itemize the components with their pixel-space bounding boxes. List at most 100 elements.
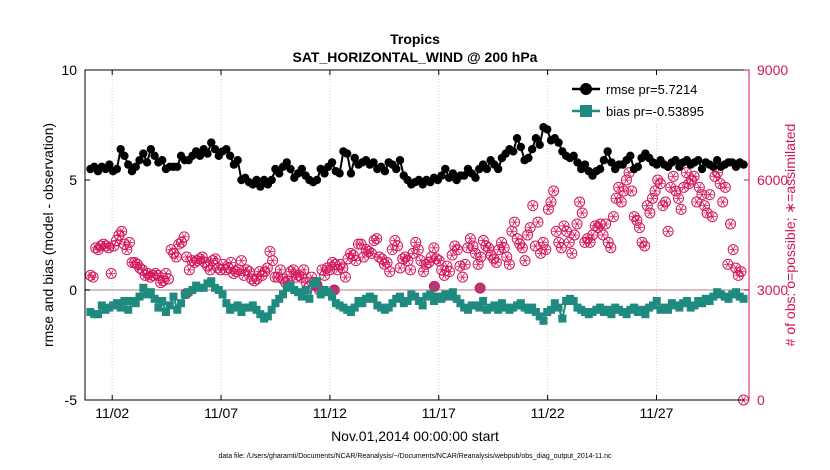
- obs-point-circle: [488, 253, 500, 265]
- rmse-point: [554, 138, 563, 147]
- bias-point: [312, 277, 321, 286]
- y-axis-left-label: rmse and bias (model - observation): [40, 123, 56, 347]
- obs-point-circle: [457, 271, 469, 283]
- obs-point-star: [267, 247, 273, 256]
- obs-point: [727, 244, 739, 256]
- obs-point: [345, 247, 357, 259]
- bias-point: [426, 290, 435, 299]
- rmse-point: [694, 156, 703, 165]
- y-axis-left: -5 0 5 10: [61, 62, 90, 408]
- obs-point-circle: [600, 218, 612, 230]
- bias-point: [316, 290, 325, 299]
- obs-point-star: [657, 180, 663, 188]
- obs-point-circle: [511, 233, 523, 245]
- bias-point: [275, 294, 284, 303]
- y-axis-right: 0 3000 6000 9000: [744, 62, 788, 408]
- obs-point-circle: [576, 207, 588, 219]
- obs-point-star: [465, 244, 471, 252]
- obs-point-star: [686, 180, 692, 188]
- bias-point: [154, 303, 163, 312]
- obs-point-star: [613, 194, 619, 202]
- obs-point-star: [270, 257, 275, 265]
- bias-point: [739, 294, 748, 303]
- obs-point-star: [423, 260, 429, 268]
- obs-point-circle: [693, 181, 705, 193]
- obs-point-circle: [165, 244, 177, 256]
- obs-point: [457, 271, 469, 283]
- obs-point-star: [467, 235, 473, 243]
- obs-point: [142, 268, 154, 279]
- obs-point: [574, 196, 586, 208]
- obs-point-star: [647, 209, 653, 217]
- obs-point-star: [301, 266, 307, 274]
- obs-point-star: [88, 271, 93, 279]
- obs-point-star: [418, 257, 424, 265]
- rmse-point: [441, 164, 450, 174]
- bias-point: [494, 305, 503, 314]
- obs-point-star: [376, 253, 382, 261]
- obs-point-circle: [326, 257, 338, 268]
- bias-point: [158, 297, 167, 305]
- obs-point-star: [184, 253, 190, 261]
- obs-point-star: [486, 244, 491, 252]
- obs-point-star: [527, 224, 533, 232]
- obs-point-star: [621, 187, 627, 195]
- rmse-point: [275, 169, 284, 178]
- bias-point: [550, 299, 559, 308]
- obs-point-circle: [298, 264, 310, 276]
- rmse-series: [86, 123, 748, 191]
- obs-point-circle: [649, 185, 661, 197]
- obs-point-circle: [259, 266, 271, 278]
- rmse-point: [482, 164, 492, 174]
- obs-point: [230, 266, 242, 278]
- obs-point: [506, 225, 518, 237]
- obs-point-circle: [620, 174, 632, 186]
- obs-point: [563, 236, 575, 248]
- obs-point: [667, 170, 679, 182]
- obs-point: [597, 229, 609, 241]
- obs-point: [607, 211, 619, 223]
- obs-point-star: [652, 187, 658, 195]
- obs-point-star: [535, 218, 541, 226]
- obs-point: [485, 249, 497, 261]
- rmse-point: [437, 171, 446, 180]
- bias-series: [86, 277, 748, 325]
- obs-point: [355, 238, 367, 250]
- obs-point-star: [330, 258, 335, 267]
- obs-point-star: [676, 194, 681, 202]
- obs-point-star: [410, 249, 416, 257]
- obs-point-star: [426, 258, 432, 267]
- rmse-point: [527, 145, 537, 154]
- obs-point: [449, 240, 461, 252]
- obs-point-circle: [540, 244, 552, 256]
- obs-point-star: [348, 249, 353, 257]
- obs-point-star: [405, 257, 411, 265]
- rmse-point: [459, 171, 469, 180]
- rmse-point: [531, 134, 541, 143]
- bias-point: [278, 290, 287, 299]
- obs-point-circle: [116, 225, 128, 237]
- obs-point-star: [530, 202, 536, 210]
- obs-point-star: [681, 183, 687, 191]
- bias-point: [732, 288, 741, 297]
- obs-point: [540, 244, 552, 256]
- obs-point-circle: [347, 249, 359, 261]
- bias-point: [690, 301, 699, 310]
- bias-point: [569, 297, 578, 305]
- bias-point: [414, 297, 423, 305]
- obs-point: [566, 247, 578, 259]
- bias-point: [301, 286, 310, 294]
- obs-point: [397, 253, 409, 265]
- obs-point-circle: [633, 222, 645, 234]
- obs-point: [267, 255, 279, 267]
- obs-point-star: [176, 240, 182, 248]
- titles: Tropics SAT_HORIZONTAL_WIND @ 200 hPa: [293, 31, 538, 65]
- obs-point-circle: [272, 271, 284, 283]
- obs-point-star: [384, 258, 390, 267]
- bias-point: [452, 294, 461, 303]
- obs-point-star: [168, 246, 174, 254]
- x-axis-label: Nov.01,2014 00:00:00 start: [331, 428, 499, 444]
- obs-point: [235, 255, 247, 267]
- bias-point: [328, 292, 337, 301]
- obs-point-star: [395, 242, 400, 250]
